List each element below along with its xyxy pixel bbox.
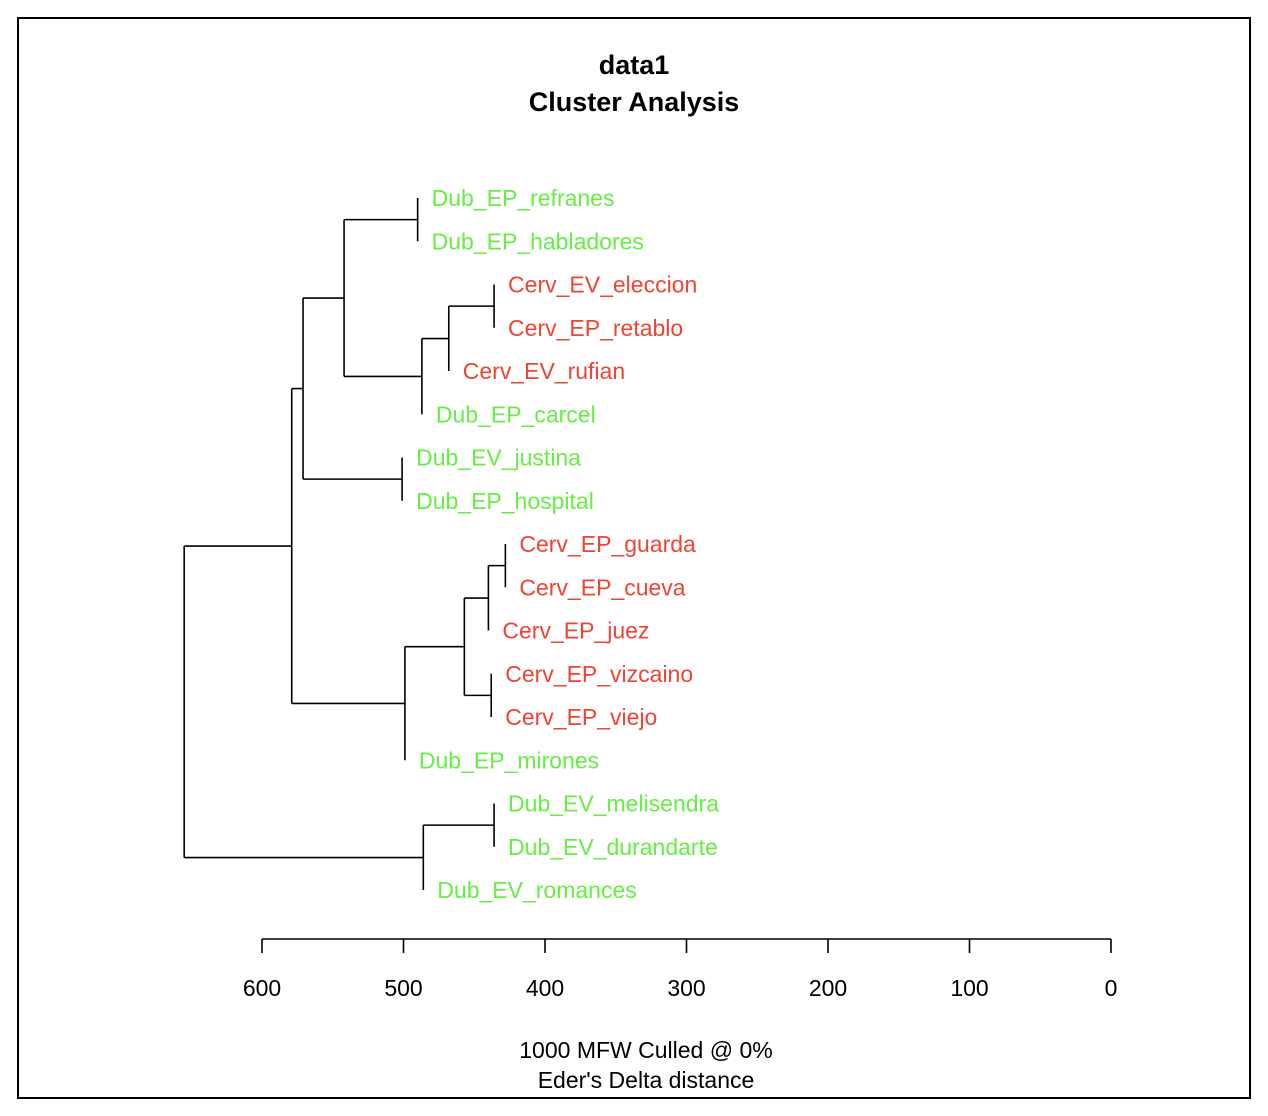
x-axis-tick-label: 200 [809,975,847,1001]
leaf-label: Cerv_EP_viejo [505,704,657,730]
leaf-label: Dub_EP_hospital [416,488,594,514]
leaf-label: Dub_EP_habladores [432,228,644,254]
leaf-label: Dub_EP_carcel [436,401,596,427]
leaf-label: Dub_EV_romances [437,877,636,903]
leaf-label: Cerv_EP_vizcaino [505,661,693,687]
x-axis-tick-label: 400 [526,975,564,1001]
leaf-label: Cerv_EP_retablo [508,315,683,341]
leaf-label: Dub_EV_melisendra [508,791,719,817]
x-axis-tick-label: 100 [950,975,988,1001]
leaf-label: Cerv_EV_eleccion [508,272,697,298]
x-axis-tick-label: 600 [243,975,281,1001]
x-axis-tick-label: 500 [384,975,422,1001]
leaf-label: Dub_EP_mirones [419,747,599,773]
leaf-label: Cerv_EP_cueva [519,574,685,600]
leaf-label: Cerv_EP_guarda [519,531,696,557]
footer-line-2: Eder's Delta distance [537,1067,755,1093]
x-axis-tick-label: 0 [1105,975,1118,1001]
leaf-label: Dub_EV_durandarte [508,834,718,860]
leaf-label: Dub_EP_refranes [432,185,615,211]
plot-frame [17,17,1251,1099]
chart-subtitle: Cluster Analysis [528,87,740,117]
leaf-label: Cerv_EV_rufian [463,358,625,384]
leaf-label: Dub_EV_justina [416,445,581,471]
footer-line-1: 1000 MFW Culled @ 0% [519,1037,773,1063]
leaf-label: Cerv_EP_juez [502,618,649,644]
x-axis-tick-label: 300 [667,975,705,1001]
chart-title: data1 [598,50,670,80]
